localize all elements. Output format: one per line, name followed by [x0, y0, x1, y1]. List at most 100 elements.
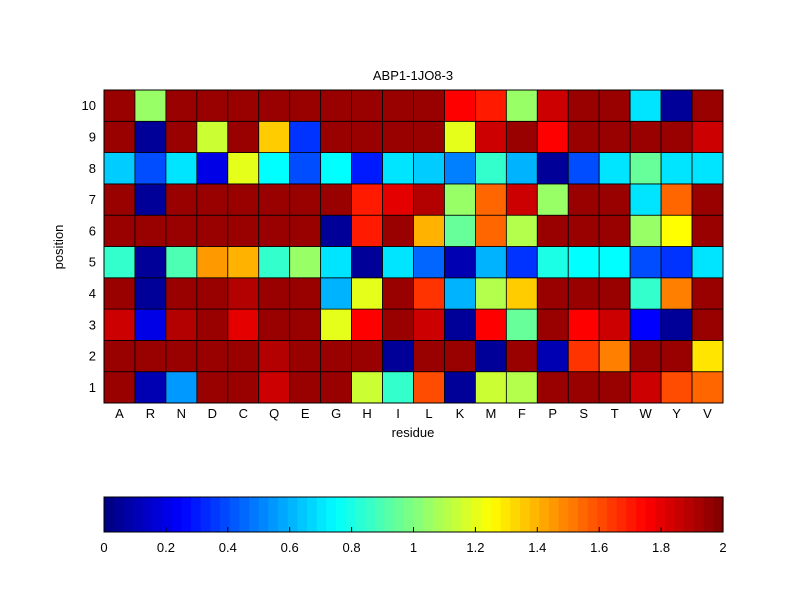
y-tick-label: 5 [89, 255, 96, 270]
heatmap-cell-A-7 [103, 183, 136, 216]
colorbar-segment [133, 497, 144, 532]
colorbar-segment [258, 497, 270, 532]
heatmap-cell-N-7 [165, 183, 198, 216]
heatmap-cell-D-9 [196, 120, 229, 154]
heatmap-cell-T-4 [598, 277, 631, 310]
heatmap-cell-G-10 [320, 89, 352, 122]
heatmap-cell-R-7 [134, 183, 167, 216]
heatmap-cell-D-1 [196, 371, 229, 404]
heatmap-cell-M-9 [474, 120, 507, 154]
heatmap-cell-A-3 [103, 308, 136, 341]
heatmap-cell-G-8 [320, 152, 352, 185]
colorbar-segment [384, 497, 395, 532]
heatmap-cell-I-7 [382, 183, 414, 216]
heatmap-cell-S-7 [567, 183, 600, 216]
colorbar-segment [432, 497, 444, 532]
heatmap-cell-I-6 [382, 214, 414, 247]
x-tick-label: W [639, 406, 652, 421]
colorbar-segment [355, 497, 366, 532]
heatmap-cell-S-2 [567, 339, 600, 373]
heatmap-cell-Y-6 [660, 214, 693, 247]
heatmap-cell-W-5 [629, 246, 662, 279]
heatmap-cell-A-5 [103, 246, 136, 279]
y-tick-label: 6 [89, 223, 96, 238]
heatmap-cell-M-10 [474, 89, 507, 122]
heatmap-cell-F-2 [505, 339, 538, 373]
colorbar-tick-label: 1.8 [652, 540, 670, 555]
heatmap-cell-F-5 [505, 246, 538, 279]
heatmap-cell-G-4 [320, 277, 352, 310]
colorbar-tick-label: 1.4 [528, 540, 546, 555]
colorbar-segment [490, 497, 502, 532]
colorbar-segment [452, 497, 463, 532]
x-axis-label: residue [392, 425, 435, 440]
heatmap-cell-R-6 [134, 214, 167, 247]
heatmap-cell-Q-2 [258, 339, 291, 373]
colorbar-segment [278, 497, 289, 532]
chart-title: ABP1-1JO8-3 [373, 68, 453, 83]
heatmap-cell-D-8 [196, 152, 229, 185]
heatmap-cell-G-2 [320, 339, 352, 373]
y-tick-label: 1 [89, 380, 96, 395]
heatmap-cell-K-1 [444, 371, 476, 404]
heatmap-cell-C-7 [227, 183, 260, 216]
colorbar-tick-label: 0.2 [157, 540, 175, 555]
heatmap-cell-S-10 [567, 89, 600, 122]
heatmap-cell-S-9 [567, 120, 600, 154]
colorbar-segment [539, 497, 550, 532]
heatmap-cell-P-8 [536, 152, 569, 185]
heatmap-cell-F-6 [505, 214, 538, 247]
colorbar-segment [200, 497, 211, 532]
colorbar-segment [394, 497, 405, 532]
colorbar-segment [558, 497, 569, 532]
heatmap-cell-W-3 [629, 308, 662, 341]
heatmap-cell-P-3 [536, 308, 569, 341]
x-tick-label: Y [672, 406, 681, 421]
heatmap-cell-Y-5 [660, 246, 693, 279]
heatmap-cell-P-4 [536, 277, 569, 310]
heatmap-cell-E-7 [289, 183, 322, 216]
heatmap-cell-C-1 [227, 371, 260, 404]
colorbar-segment [413, 497, 424, 532]
heatmap-cell-W-6 [629, 214, 662, 247]
heatmap-cell-Q-10 [258, 89, 291, 122]
heatmap-cell-M-7 [474, 183, 507, 216]
heatmap-cell-D-4 [196, 277, 229, 310]
heatmap-cell-I-8 [382, 152, 414, 185]
heatmap-cell-D-10 [196, 89, 229, 122]
heatmap-cell-M-6 [474, 214, 507, 247]
heatmap-cell-W-2 [629, 339, 662, 373]
heatmap-cell-H-8 [351, 152, 383, 185]
colorbar-segment [374, 497, 386, 532]
heatmap-cell-F-10 [505, 89, 538, 122]
colorbar [103, 496, 724, 533]
heatmap-cell-N-6 [165, 214, 198, 247]
colorbar-segment [577, 497, 589, 532]
colorbar-segment [423, 497, 434, 532]
heatmap-cell-L-1 [413, 371, 445, 404]
heatmap-cell-P-9 [536, 120, 569, 154]
colorbar-tick-labels: 0 0.2 0.4 0.6 0.8 1 1.2 1.4 1.6 1.8 2 [100, 527, 727, 555]
colorbar-segment [171, 497, 182, 532]
colorbar-segment [191, 497, 202, 532]
heatmap-cell-F-4 [505, 277, 538, 310]
heatmap-cell-D-3 [196, 308, 229, 341]
heatmap-cell-S-5 [567, 246, 600, 279]
colorbar-segment [684, 497, 695, 532]
heatmap-cell-V-6 [691, 214, 724, 247]
heatmap-cell-P-10 [536, 89, 569, 122]
colorbar-segment [326, 497, 337, 532]
heatmap-cell-Q-5 [258, 246, 291, 279]
heatmap-cell-H-9 [351, 120, 383, 154]
heatmap-cell-C-10 [227, 89, 260, 122]
heatmap-cell-G-1 [320, 371, 352, 404]
heatmap-cell-V-3 [691, 308, 724, 341]
heatmap-cell-F-3 [505, 308, 538, 341]
x-tick-label: E [301, 406, 310, 421]
heatmap-cell-Q-8 [258, 152, 291, 185]
heatmap-cell-S-3 [567, 308, 600, 341]
heatmap-cell-L-2 [413, 339, 445, 373]
heatmap-cell-V-10 [691, 89, 724, 122]
x-tick-label: S [579, 406, 588, 421]
